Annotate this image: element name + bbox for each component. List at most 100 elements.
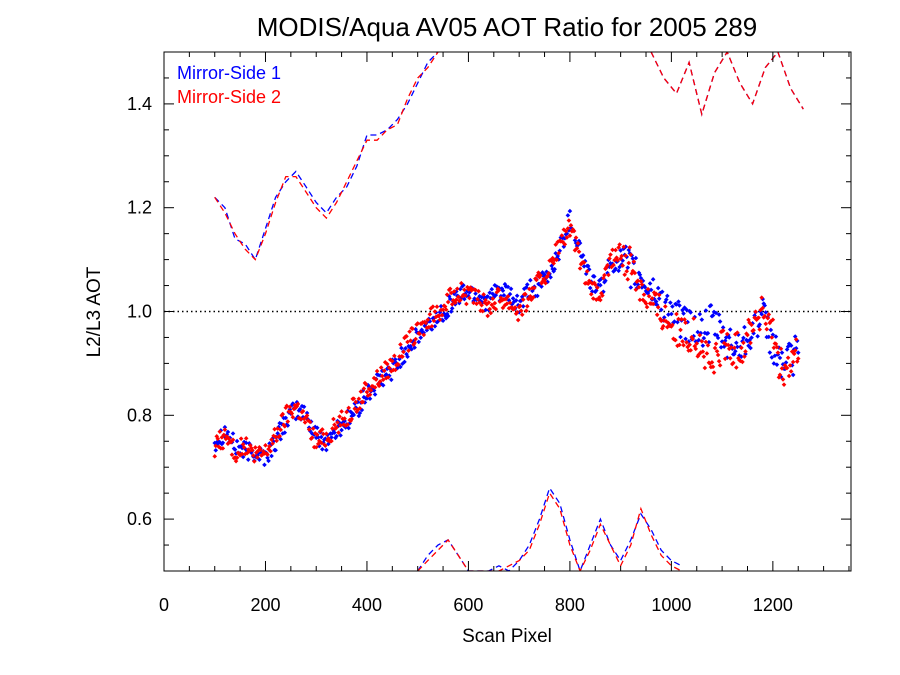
series-1-point: [666, 312, 671, 317]
series-2-point: [467, 295, 472, 301]
series-2-point: [475, 296, 480, 302]
series-1-point: [490, 291, 496, 297]
series-2-point: [609, 264, 614, 270]
series-1-point: [618, 248, 623, 253]
series-2-point: [701, 354, 707, 359]
series-2-point: [690, 336, 695, 342]
series-1-point: [494, 284, 500, 289]
series-2-point: [212, 454, 218, 459]
series-1-point: [427, 319, 433, 324]
series-1-point: [444, 311, 450, 317]
series-2-point: [559, 233, 565, 238]
series-2-point: [727, 355, 733, 361]
series-2-point: [584, 268, 590, 274]
series-2-point: [779, 366, 785, 371]
series-1-point: [589, 289, 595, 294]
series-2-point: [478, 308, 483, 313]
series-1-point: [262, 462, 267, 468]
series-1-point: [612, 268, 617, 273]
series-1-point: [616, 268, 621, 274]
series-1-point: [400, 361, 405, 367]
series-2-point: [623, 253, 629, 258]
series-1-point: [413, 326, 418, 332]
series-1-point: [367, 396, 373, 402]
series-2-point: [387, 357, 393, 363]
series-2-point: [771, 345, 777, 351]
series-1-point: [699, 317, 705, 322]
series-1-point: [795, 350, 801, 355]
series-1-point: [380, 383, 386, 388]
series-2-point: [246, 448, 252, 454]
series-2-point: [377, 379, 383, 384]
series-2-point: [574, 245, 580, 251]
series-1-point: [437, 309, 443, 315]
series-1-point: [340, 420, 345, 426]
series-1-point: [586, 267, 592, 272]
series-2-point: [769, 335, 775, 340]
series-1-point: [219, 441, 225, 447]
series-1-point: [466, 293, 471, 299]
series-2-point: [268, 448, 273, 454]
series-1-point: [472, 296, 477, 301]
series-1-point: [297, 406, 303, 412]
series-1-point: [681, 311, 686, 316]
series-2-point: [717, 363, 723, 368]
series-2-point: [367, 392, 373, 398]
series-2-point: [614, 255, 619, 260]
series-2-point: [639, 282, 645, 287]
series-1-point: [361, 394, 367, 400]
series-2-point: [295, 401, 301, 407]
series-1-point: [449, 306, 455, 311]
series-2-point: [348, 418, 354, 424]
series-2-point: [228, 439, 234, 445]
series-2-point: [471, 300, 476, 306]
series-1-point: [510, 296, 516, 301]
series-1-point: [669, 311, 674, 317]
series-1-point: [372, 392, 378, 397]
series-2-point: [303, 414, 309, 420]
series-1-point: [505, 284, 511, 290]
series-2-point: [534, 277, 539, 283]
series-2-point: [568, 223, 574, 228]
series-1-point: [332, 430, 337, 435]
series-2-point: [598, 297, 603, 303]
series-2-point: [642, 299, 648, 305]
series-2-point: [405, 339, 410, 345]
series-1-point: [240, 454, 246, 460]
series-1-point: [596, 282, 601, 288]
series-2-point: [775, 350, 781, 355]
series-2-point: [745, 332, 750, 338]
series-2-point: [343, 423, 348, 429]
series-2-point: [780, 377, 786, 382]
series-2-point: [421, 332, 427, 338]
series-1-point: [334, 433, 339, 439]
series-2-point: [220, 446, 226, 451]
series-2-point: [556, 250, 562, 256]
series-2-point: [468, 285, 473, 290]
series-2-point: [693, 346, 699, 352]
series-2-point: [252, 459, 257, 464]
series-2-point: [625, 277, 631, 282]
series-1-point: [315, 435, 321, 440]
series-2-point: [321, 431, 326, 437]
series-2-point: [400, 354, 405, 359]
series-2-point: [710, 364, 716, 370]
series-2-point: [445, 299, 451, 305]
series-1-point: [393, 357, 398, 362]
series-1-point: [659, 289, 665, 295]
series-2-point: [751, 327, 756, 333]
series-2-point: [278, 427, 283, 433]
series-1-point: [608, 261, 613, 266]
series-2-point: [714, 348, 720, 354]
legend: Mirror-Side 1 Mirror-Side 2: [177, 63, 281, 107]
series-1-point: [564, 231, 570, 237]
series-1-point: [443, 315, 449, 321]
series-1-point: [757, 322, 762, 327]
series-1-point: [763, 310, 769, 315]
series-2-point: [732, 345, 737, 351]
series-2-point: [605, 262, 610, 268]
series-2-point: [310, 426, 316, 431]
series-2-point: [606, 272, 611, 278]
y-tick-label: 0.8: [127, 405, 152, 425]
series-2-point: [289, 411, 295, 416]
